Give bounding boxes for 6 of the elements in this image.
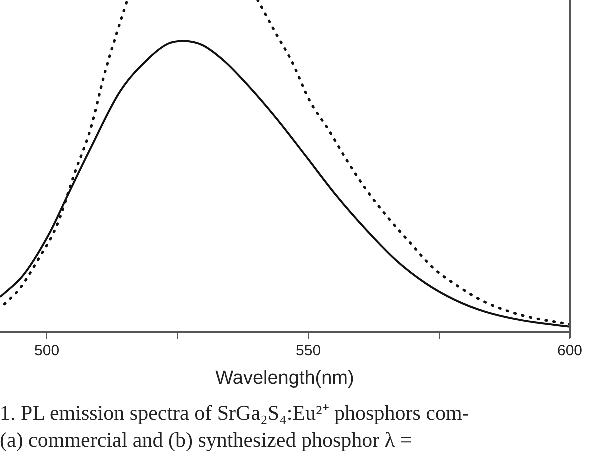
text: 1. PL emission spectra of SrGa₂S₄:Eu²⁺ phosphors com- bbox=[0, 400, 470, 427]
x-tick-label: 600 bbox=[557, 342, 583, 360]
x-tick-label: 500 bbox=[34, 342, 60, 360]
x-tick-label: 550 bbox=[296, 342, 322, 360]
text: (a) commercial and (b) synthesized phosphor λ = bbox=[0, 427, 414, 454]
x-axis-title: Wavelength(nm) bbox=[216, 368, 354, 389]
